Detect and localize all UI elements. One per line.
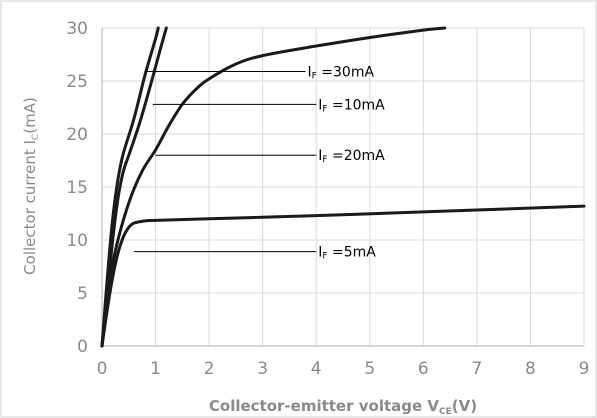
x-tick-label: 1 (150, 359, 161, 379)
x-tick-label: 4 (311, 359, 322, 379)
x-tick-label: 3 (257, 359, 268, 379)
y-tick-label: 0 (77, 337, 88, 357)
annotation-label: IF =30mA (308, 64, 375, 81)
y-tick-label: 10 (66, 231, 88, 251)
y-tick-label: 25 (66, 72, 88, 92)
annotation-label: IF =10mA (318, 97, 385, 114)
y-tick-label: 20 (66, 125, 88, 145)
x-tick-label: 0 (97, 359, 108, 379)
x-tick-label: 8 (525, 359, 536, 379)
x-tick-label: 6 (418, 359, 429, 379)
x-tick-label: 7 (471, 359, 482, 379)
x-tick-label: 2 (204, 359, 215, 379)
series-group (100, 26, 586, 348)
annotations: IF =30mA IF =10mA IF =20mA IF =5mA (134, 64, 385, 262)
x-axis-title: Collector-emitter voltage VCE(V) (209, 397, 477, 417)
series-line (100, 26, 168, 348)
series-line (100, 26, 160, 348)
x-tick-label: 9 (579, 359, 590, 379)
y-tick-label: 15 (66, 178, 88, 198)
series-line (100, 204, 586, 348)
annotation-label: IF =5mA (318, 245, 376, 262)
series-line (100, 26, 447, 348)
grid (102, 27, 585, 346)
x-tick-label: 5 (364, 359, 375, 379)
y-axis-title: Collector current IC(mA) (21, 97, 41, 275)
annotation-label: IF =20mA (318, 148, 385, 165)
y-tick-label: 5 (77, 284, 88, 304)
axes: 0 1 2 3 4 5 6 7 8 9 0 5 10 15 20 25 30 (66, 19, 589, 379)
y-tick-label: 30 (66, 19, 88, 39)
